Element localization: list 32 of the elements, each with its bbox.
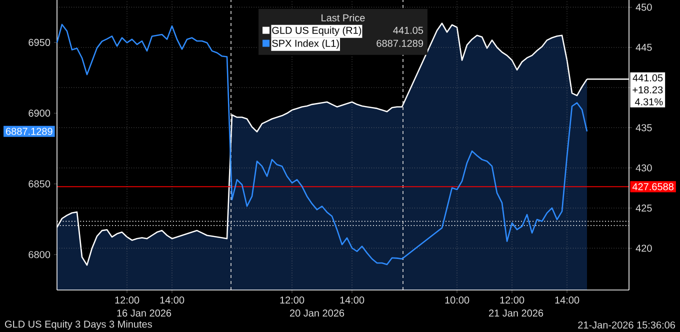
x-tick-label: 12:00 [115,296,140,304]
annotation: 441.05 [393,26,424,34]
text: 4.31% [634,98,663,106]
y-tick-label: 6800 [28,251,50,258]
ref-line-label: 427.6588 [632,183,674,190]
x-tick-label: 14:00 [340,296,364,304]
y2-tick-label: 450 [636,4,652,11]
y-tick-label: 6900 [28,110,50,117]
text: 20 Jan 2026 [290,310,344,317]
text: 21-Jan-2026 15:36:06 [578,321,676,329]
text: +18.23 [632,86,663,94]
y2-tick-label: 420 [636,244,652,252]
y2-tick-label: 425 [636,204,652,212]
x-tick-label: 10:00 [445,296,470,304]
text: GLD US Equity 3 Days 3 Minutes [5,320,152,330]
y-tick-label: 6850 [28,180,50,188]
y2-tick-label: 430 [636,164,652,172]
x-tick-label: 12:00 [280,296,304,304]
text: 441.05 [632,74,663,82]
legend-label: GLD US Equity (R1) [272,26,362,36]
x-tick-label: 14:00 [160,296,184,304]
legend-label: SPX Index (L1) [272,40,339,49]
y2-tick-label: 445 [636,44,652,51]
y2-tick-label: 435 [636,124,652,132]
y-tick-label: 6950 [28,38,50,46]
text: 21 Jan 2026 [488,310,544,317]
text: 6887.1289 [6,128,52,135]
text: 16 Jan 2026 [117,310,172,317]
annotation: 6887.1289 [376,40,424,47]
x-tick-label: 12:00 [500,296,524,304]
x-tick-label: 14:00 [555,296,580,304]
legend-title: Last Price [322,14,365,22]
